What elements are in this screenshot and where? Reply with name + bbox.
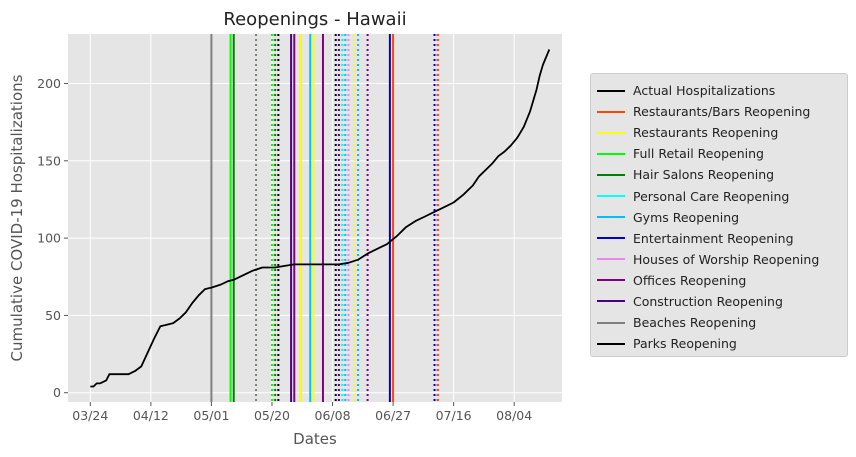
legend-label: Personal Care Reopening <box>633 188 790 204</box>
legend-item: Hair Salons Reopening <box>597 164 847 185</box>
legend-item: Gyms Reopening <box>597 207 847 228</box>
legend-swatch <box>597 279 625 282</box>
legend-item: Actual Hospitalizations <box>597 80 847 101</box>
x-axis-label: Dates <box>293 430 337 448</box>
x-tick-label: 05/20 <box>254 408 290 423</box>
legend-item: Full Retail Reopening <box>597 143 847 164</box>
legend-swatch <box>597 173 625 176</box>
legend-label: Construction Reopening <box>633 293 783 309</box>
x-tick-label: 08/04 <box>496 408 532 423</box>
legend-label: Entertainment Reopening <box>633 230 794 246</box>
legend-swatch <box>597 342 625 345</box>
legend-label: Houses of Worship Reopening <box>633 251 820 267</box>
legend-swatch <box>597 237 625 240</box>
legend-item: Beaches Reopening <box>597 312 847 333</box>
legend-item: Offices Reopening <box>597 270 847 291</box>
legend-swatch <box>597 216 625 219</box>
legend-swatch <box>597 131 625 134</box>
legend-label: Parks Reopening <box>633 336 737 352</box>
legend-label: Restaurants Reopening <box>633 125 779 141</box>
x-tick-label: 07/16 <box>436 408 472 423</box>
legend-item: Entertainment Reopening <box>597 228 847 249</box>
y-tick-label: 150 <box>37 153 61 168</box>
hospitalizations-line <box>90 49 551 388</box>
legend-swatch <box>597 321 625 324</box>
legend-label: Offices Reopening <box>633 272 747 288</box>
legend-swatch <box>597 195 625 198</box>
plot-area <box>68 34 562 402</box>
legend-swatch <box>597 258 625 261</box>
legend-label: Beaches Reopening <box>633 315 757 331</box>
legend-label: Restaurants/Bars Reopening <box>633 104 811 120</box>
x-tick-label: 06/27 <box>375 408 411 423</box>
legend-label: Full Retail Reopening <box>633 146 764 162</box>
y-tick-label: 50 <box>45 308 61 323</box>
x-tick-label: 04/12 <box>133 408 169 423</box>
x-tick-label: 06/08 <box>315 408 351 423</box>
y-tick-label: 200 <box>37 76 61 91</box>
legend-item: Construction Reopening <box>597 291 847 312</box>
y-tick-label: 100 <box>37 231 61 246</box>
chart-title: Reopenings - Hawaii <box>223 9 406 30</box>
legend-swatch <box>597 152 625 155</box>
legend-item: Personal Care Reopening <box>597 185 847 206</box>
legend-item: Restaurants/Bars Reopening <box>597 101 847 122</box>
x-tick-label: 05/01 <box>193 408 229 423</box>
legend-label: Gyms Reopening <box>633 209 740 225</box>
legend: Actual Hospitalizations Restaurants/Bars … <box>590 73 848 357</box>
x-tick-label: 03/24 <box>72 408 108 423</box>
y-axis-label: Cumulative COVID-19 Hospitalizations <box>8 74 26 361</box>
legend-item: Parks Reopening <box>597 333 847 354</box>
legend-swatch <box>597 110 625 113</box>
legend-swatch <box>597 89 625 92</box>
legend-label: Actual Hospitalizations <box>633 83 776 99</box>
y-tick-label: 0 <box>53 385 61 400</box>
legend-item: Houses of Worship Reopening <box>597 249 847 270</box>
legend-swatch <box>597 300 625 303</box>
legend-label: Hair Salons Reopening <box>633 167 775 183</box>
legend-item: Restaurants Reopening <box>597 122 847 143</box>
